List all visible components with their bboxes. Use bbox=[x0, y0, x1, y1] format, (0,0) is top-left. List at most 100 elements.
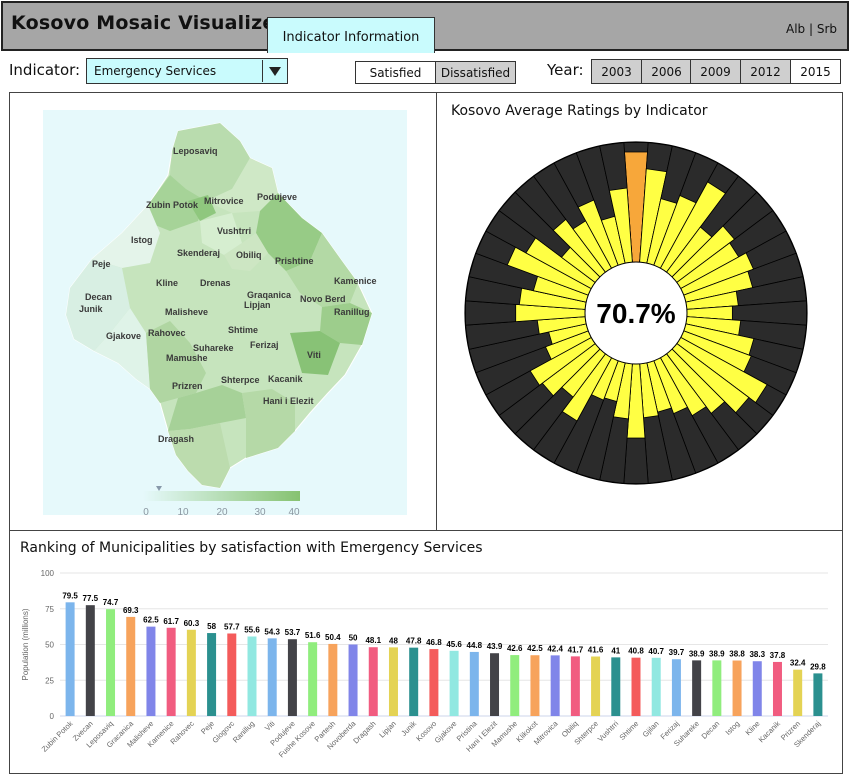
kosovo-choropleth-map[interactable]: Leposaviq Zubin Potok Mitrovice Podujeve… bbox=[10, 93, 436, 530]
bar[interactable] bbox=[368, 647, 378, 716]
bar[interactable] bbox=[267, 638, 277, 716]
category-label: Decan bbox=[700, 719, 722, 741]
category-label: Zubin Potok bbox=[40, 719, 75, 754]
bar[interactable] bbox=[692, 660, 702, 716]
legend-tick: 20 bbox=[216, 507, 228, 518]
bar[interactable] bbox=[490, 653, 500, 716]
bar-value-label: 40.8 bbox=[628, 647, 644, 656]
map-label-kline: Kline bbox=[156, 278, 178, 288]
bar[interactable] bbox=[651, 657, 661, 716]
bar[interactable] bbox=[550, 655, 560, 716]
map-label-zubin-potok: Zubin Potok bbox=[146, 200, 199, 210]
region-viti[interactable] bbox=[290, 331, 340, 375]
bar[interactable] bbox=[631, 657, 641, 716]
region-rahovec[interactable] bbox=[146, 321, 206, 403]
bar-value-label: 37.8 bbox=[770, 651, 786, 660]
year-button-2009[interactable]: 2009 bbox=[690, 59, 741, 84]
map-label-prishtine: Prishtine bbox=[275, 256, 314, 266]
bar[interactable] bbox=[752, 661, 762, 716]
year-button-2006[interactable]: 2006 bbox=[641, 59, 692, 84]
region-kamenice[interactable] bbox=[286, 233, 358, 307]
bar[interactable] bbox=[186, 629, 196, 716]
map-label-dragash: Dragash bbox=[158, 434, 194, 444]
bar[interactable] bbox=[611, 657, 621, 716]
category-label: Peje bbox=[199, 719, 216, 736]
bar-value-label: 77.5 bbox=[83, 594, 99, 603]
bar[interactable] bbox=[429, 649, 439, 716]
indicator-dropdown[interactable]: Emergency Services bbox=[86, 58, 288, 84]
map-label-podujeve: Podujeve bbox=[257, 192, 297, 202]
radial-ratings-panel: Kosovo Average Ratings by Indicator 70.7… bbox=[436, 92, 843, 531]
bar[interactable] bbox=[166, 627, 176, 716]
region-dragash[interactable] bbox=[168, 423, 230, 488]
bar-chart-title: Ranking of Municipalities by satisfactio… bbox=[20, 540, 483, 556]
bar[interactable] bbox=[732, 660, 742, 716]
bar[interactable] bbox=[772, 661, 782, 716]
bar[interactable] bbox=[813, 673, 823, 716]
map-label-junik: Junik bbox=[79, 304, 104, 314]
satisfied-toggle[interactable]: Satisfied bbox=[355, 61, 436, 84]
bar[interactable] bbox=[146, 626, 156, 716]
bar[interactable] bbox=[530, 655, 540, 716]
year-button-2015[interactable]: 2015 bbox=[790, 59, 841, 84]
year-button-2003[interactable]: 2003 bbox=[591, 59, 642, 84]
app-header: Kosovo Mosaic Visualizer Indicator Infor… bbox=[1, 1, 849, 53]
bar[interactable] bbox=[126, 616, 136, 716]
map-label-vushtrri: Vushtrri bbox=[217, 226, 251, 236]
radial-center-value: 70.7% bbox=[596, 298, 675, 329]
language-switch[interactable]: Alb | Srb bbox=[786, 22, 837, 36]
bar[interactable] bbox=[712, 660, 722, 716]
map-label-malisheve: Malisheve bbox=[165, 307, 208, 317]
year-button-2012[interactable]: 2012 bbox=[740, 59, 791, 84]
bar[interactable] bbox=[671, 659, 681, 716]
bar[interactable] bbox=[409, 647, 419, 716]
region-prizren[interactable] bbox=[168, 385, 246, 431]
dissatisfied-toggle[interactable]: Dissatisfied bbox=[435, 61, 516, 84]
region-podujeve[interactable] bbox=[206, 158, 278, 213]
bar[interactable] bbox=[793, 669, 803, 716]
bar-value-label: 50 bbox=[349, 634, 358, 643]
bar[interactable] bbox=[308, 642, 318, 716]
bar[interactable] bbox=[591, 656, 601, 716]
map-panel: Leposaviq Zubin Potok Mitrovice Podujeve… bbox=[9, 92, 437, 531]
region-istog[interactable] bbox=[92, 205, 160, 268]
map-label-shterpce: Shterpce bbox=[221, 375, 260, 385]
map-label-mamushe: Mamushe bbox=[166, 353, 208, 363]
bar-value-label: 38.9 bbox=[689, 649, 705, 658]
map-label-gjakove: Gjakove bbox=[106, 331, 141, 341]
radial-outer-ring bbox=[464, 141, 808, 485]
region-zubin-potok[interactable] bbox=[148, 175, 206, 231]
bar[interactable] bbox=[287, 639, 297, 716]
bar-value-label: 38.3 bbox=[749, 650, 765, 659]
region-mitrovice[interactable] bbox=[188, 195, 216, 221]
bar[interactable] bbox=[65, 602, 75, 716]
indicator-dropdown-value: Emergency Services bbox=[94, 64, 217, 78]
bar[interactable] bbox=[106, 609, 116, 716]
y-tick-label: 50 bbox=[45, 641, 54, 650]
region-gjakove[interactable] bbox=[94, 308, 150, 389]
indicator-information-tab[interactable]: Indicator Information bbox=[267, 17, 435, 53]
bar[interactable] bbox=[510, 655, 520, 716]
ranking-bar-chart[interactable]: 0 25 50 75 100 Population (millions) 79.5 Zubin… bbox=[10, 561, 842, 773]
region-vushtrri[interactable] bbox=[200, 213, 242, 255]
region-obiliq[interactable] bbox=[224, 233, 268, 271]
bar[interactable] bbox=[449, 650, 459, 716]
bar[interactable] bbox=[388, 647, 398, 716]
region-leposaviq[interactable] bbox=[170, 123, 250, 201]
region-kacanik[interactable] bbox=[242, 389, 295, 458]
bar[interactable] bbox=[227, 633, 237, 716]
chevron-down-icon[interactable] bbox=[262, 60, 286, 82]
bar-value-label: 61.7 bbox=[163, 617, 179, 626]
bar-value-label: 42.6 bbox=[507, 644, 523, 653]
bar-value-label: 38.9 bbox=[709, 649, 725, 658]
bar[interactable] bbox=[469, 651, 479, 716]
radial-bar-chart[interactable]: 70.7% bbox=[437, 123, 842, 528]
bar[interactable] bbox=[348, 644, 358, 717]
bar[interactable] bbox=[328, 643, 338, 716]
bar[interactable] bbox=[247, 636, 257, 716]
bar[interactable] bbox=[207, 633, 217, 716]
bar[interactable] bbox=[570, 656, 580, 716]
bar[interactable] bbox=[85, 605, 95, 716]
region-prishtine[interactable] bbox=[256, 193, 322, 271]
region-ranillug[interactable] bbox=[320, 303, 372, 345]
